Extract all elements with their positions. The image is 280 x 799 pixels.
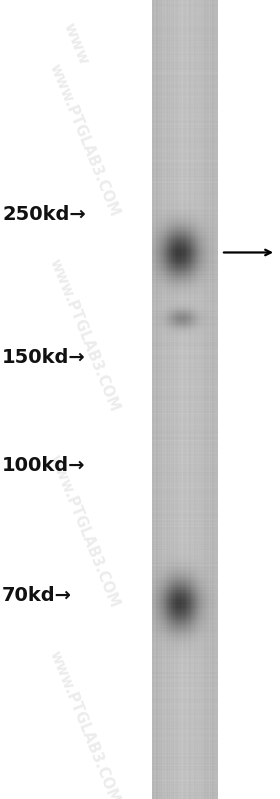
Text: www.PTGLAB3.COM: www.PTGLAB3.COM bbox=[46, 452, 122, 610]
Text: www.PTGLAB3.COM: www.PTGLAB3.COM bbox=[46, 61, 122, 219]
Text: www.PTGLAB3.COM: www.PTGLAB3.COM bbox=[46, 256, 122, 415]
Text: 70kd→: 70kd→ bbox=[2, 586, 72, 605]
Text: www.PTGLAB3.COM: www.PTGLAB3.COM bbox=[46, 648, 122, 799]
Text: 250kd→: 250kd→ bbox=[2, 205, 86, 224]
Text: 100kd→: 100kd→ bbox=[2, 456, 85, 475]
Text: 150kd→: 150kd→ bbox=[2, 348, 86, 367]
Text: www: www bbox=[60, 21, 91, 67]
